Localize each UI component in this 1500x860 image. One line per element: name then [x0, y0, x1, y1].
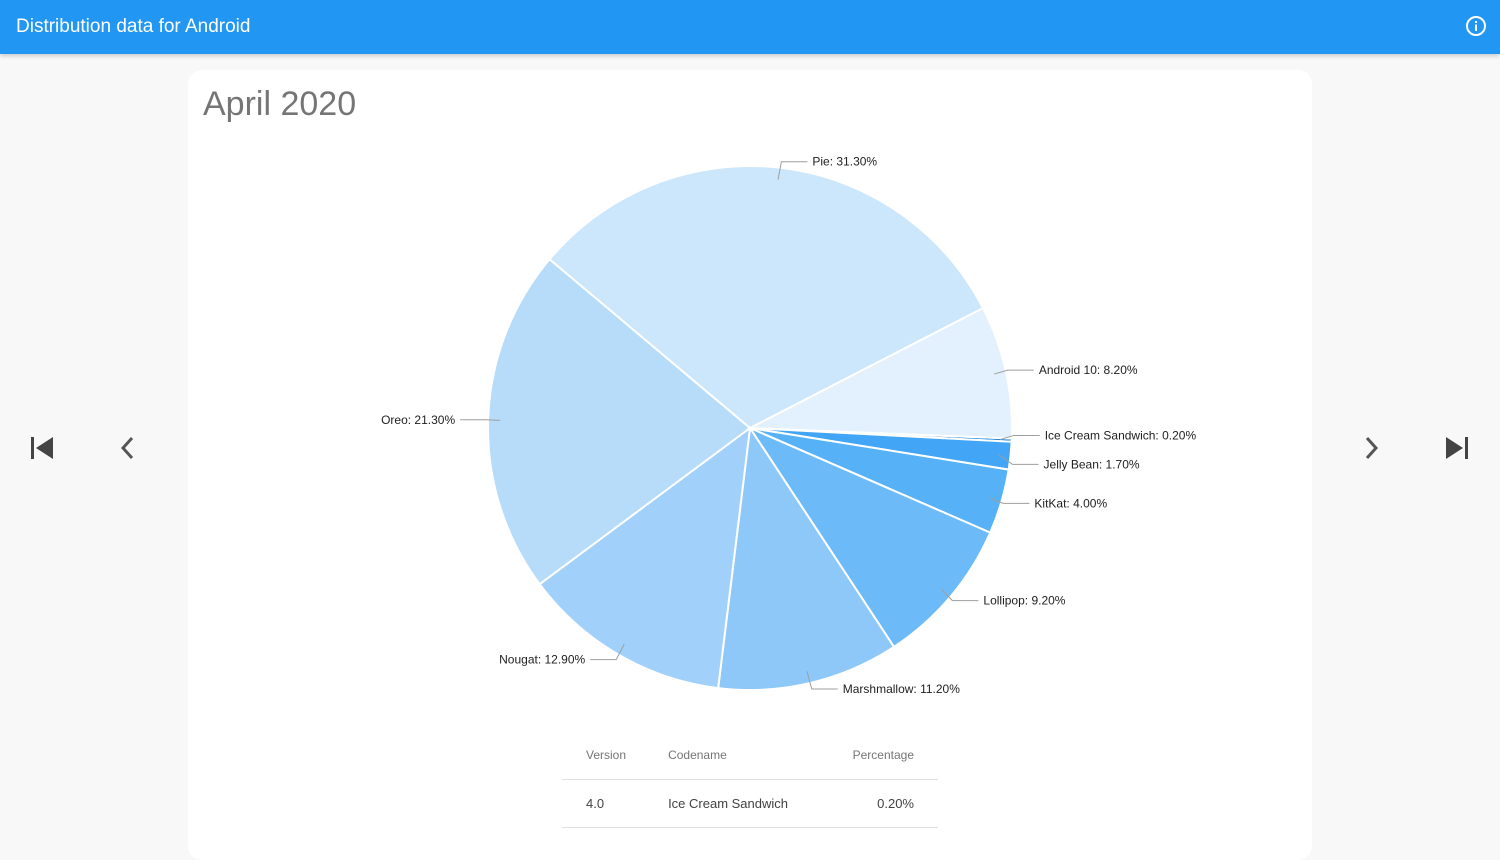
- distribution-card: April 2020 Ice Cream Sandwich: 0.20% Jell…: [188, 70, 1312, 860]
- slice-label-ice-cream-sandwich: Ice Cream Sandwich: 0.20%: [1045, 428, 1197, 442]
- slice-label-kitkat: KitKat: 4.00%: [1034, 496, 1107, 510]
- slice-label-pie: Pie: 31.30%: [812, 155, 877, 169]
- leader-line-nougat: [590, 643, 625, 661]
- slice-label-nougat: Nougat: 12.90%: [499, 653, 585, 667]
- leader-line-marshmallow: [806, 671, 838, 690]
- cell-version: 4.0: [562, 779, 645, 828]
- leader-line-ice-cream-sandwich: [999, 434, 1040, 441]
- leader-line-jelly-bean: [998, 454, 1039, 465]
- cell-percentage: 0.20%: [828, 779, 938, 828]
- chevron-right-icon: [1365, 436, 1379, 460]
- slice-label-jelly-bean: Jelly Bean: 1.70%: [1044, 457, 1140, 471]
- distribution-table: Version Codename Percentage 4.0 Ice Crea…: [562, 730, 938, 828]
- info-circle-icon[interactable]: [1465, 15, 1487, 37]
- leader-line-android-10: [993, 369, 1034, 375]
- last-page-button[interactable]: [1437, 428, 1477, 468]
- pie-slice-nougat[interactable]: [538, 425, 752, 690]
- next-page-button[interactable]: [1351, 428, 1391, 468]
- leader-line-kitkat: [989, 497, 1030, 504]
- leader-line-lollipop: [940, 588, 979, 602]
- first-page-button[interactable]: [22, 428, 62, 468]
- card-title: April 2020: [203, 85, 357, 123]
- distribution-pie-chart: Ice Cream Sandwich: 0.20% Jelly Bean: 1.7…: [381, 155, 1197, 696]
- pie-slice-lollipop[interactable]: [747, 425, 992, 649]
- slice-label-lollipop: Lollipop: 9.20%: [983, 594, 1065, 608]
- leader-line-oreo: [460, 419, 501, 421]
- pie-slice-pie[interactable]: [548, 165, 985, 430]
- column-header-percentage: Percentage: [828, 730, 938, 780]
- slice-label-marshmallow: Marshmallow: 11.20%: [843, 682, 960, 696]
- leader-line-pie: [777, 161, 808, 180]
- cell-codename: Ice Cream Sandwich: [644, 779, 829, 828]
- chevron-left-icon: [120, 436, 134, 460]
- skip-last-icon: [1446, 437, 1468, 459]
- column-header-codename: Codename: [644, 730, 829, 780]
- app-bar: Distribution data for Android: [0, 0, 1500, 54]
- slice-label-oreo: Oreo: 21.30%: [381, 413, 455, 427]
- previous-page-button[interactable]: [108, 428, 148, 468]
- column-header-version: Version: [562, 730, 645, 780]
- table-row[interactable]: 4.0 Ice Cream Sandwich 0.20%: [562, 779, 938, 828]
- skip-first-icon: [31, 437, 53, 459]
- table-header-row: Version Codename Percentage: [562, 730, 938, 780]
- app-title: Distribution data for Android: [16, 16, 251, 37]
- pie-slice-android-10[interactable]: [746, 306, 1013, 440]
- slice-label-android-10: Android 10: 8.20%: [1039, 363, 1138, 377]
